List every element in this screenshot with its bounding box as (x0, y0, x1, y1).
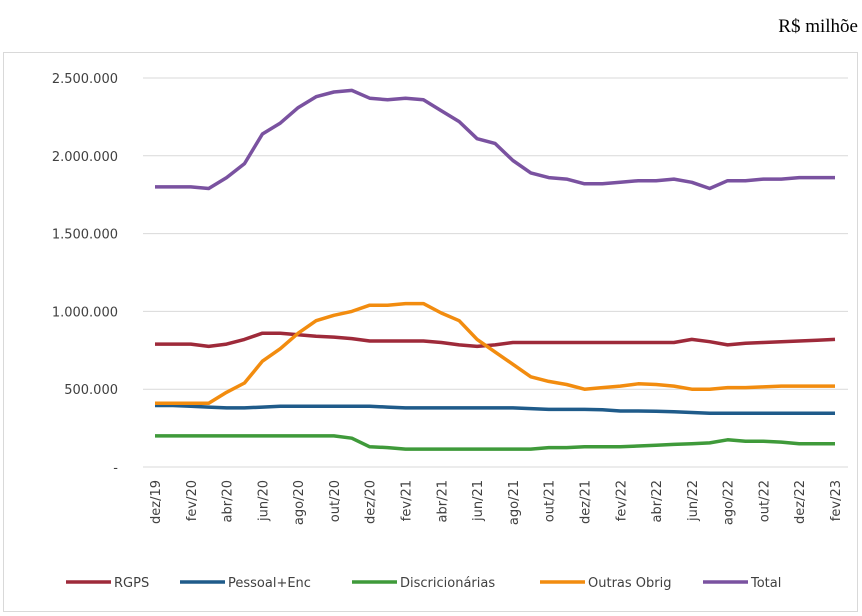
series-line (155, 88, 835, 191)
x-tick-label: out/22 (757, 480, 772, 522)
chart-frame (3, 52, 858, 612)
x-tick-label: out/21 (543, 480, 558, 522)
x-tick-label: abr/20 (221, 480, 236, 523)
legend-label: Outras Obrig (588, 576, 671, 591)
x-tick-label: abr/21 (435, 480, 450, 523)
x-tick-label: out/20 (328, 480, 343, 522)
x-tick-label: fev/21 (400, 480, 415, 521)
legend-label: Discricionárias (400, 576, 495, 591)
x-tick-label: jun/20 (256, 480, 271, 522)
x-tick-label: dez/21 (578, 480, 593, 524)
y-tick-label: - (113, 461, 118, 476)
x-tick-label: fev/23 (829, 480, 844, 521)
x-tick-label: ago/21 (507, 480, 522, 525)
x-tick-label: fev/20 (185, 480, 200, 521)
y-tick-label: 500.000 (64, 383, 118, 398)
legend-label: Pessoal+Enc (228, 576, 311, 591)
y-tick-label: 2.000.000 (52, 150, 118, 165)
x-tick-label: dez/19 (149, 480, 164, 524)
legend-label: Total (750, 576, 781, 591)
y-tick-label: 1.000.000 (52, 305, 118, 320)
series-line (155, 301, 835, 405)
x-tick-label: dez/22 (793, 480, 808, 524)
unit-annotation: R$ milhõe (778, 16, 858, 37)
series-line (155, 434, 835, 451)
y-tick-label: 1.500.000 (52, 228, 118, 243)
series-line (155, 403, 835, 416)
x-tick-label: abr/22 (650, 480, 665, 523)
legend-label: RGPS (114, 576, 149, 591)
y-tick-label: 2.500.000 (52, 72, 118, 87)
x-tick-label: fev/22 (614, 480, 629, 521)
x-tick-label: dez/20 (364, 480, 379, 524)
x-tick-label: ago/22 (722, 480, 737, 525)
x-tick-label: jun/21 (471, 480, 486, 522)
x-tick-label: ago/20 (292, 480, 307, 525)
x-tick-label: jun/22 (686, 480, 701, 522)
series-line (155, 331, 836, 349)
